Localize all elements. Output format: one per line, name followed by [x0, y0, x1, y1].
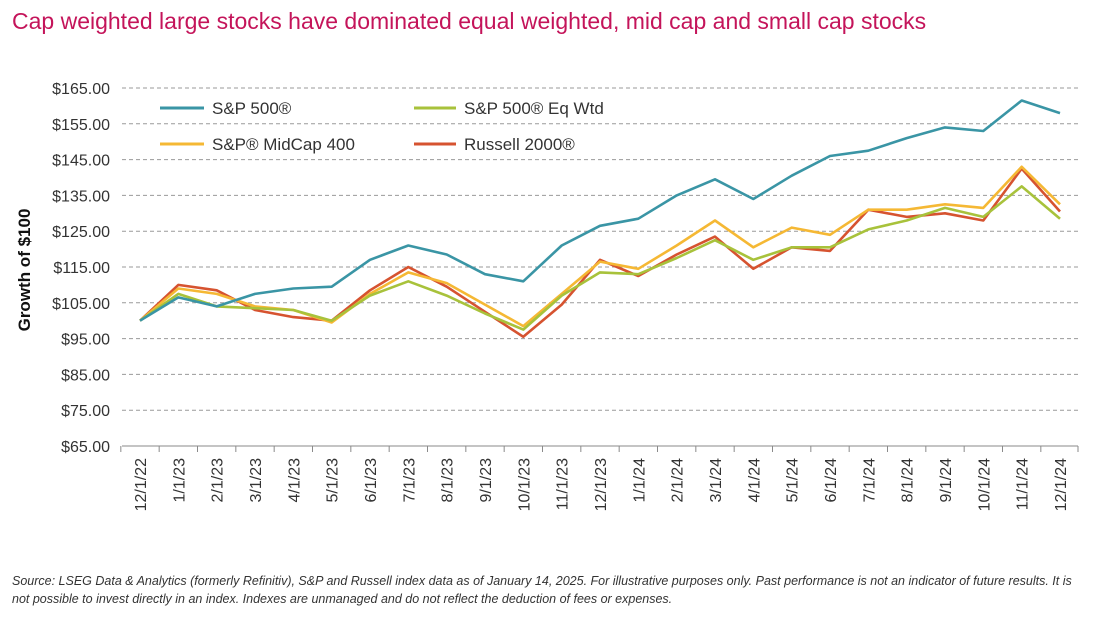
x-tick-label: 1/1/23 — [171, 458, 188, 503]
source-note: Source: LSEG Data & Analytics (formerly … — [12, 574, 1072, 606]
x-tick-label: 4/1/24 — [746, 458, 763, 503]
series-line-sp500-eq-wtd — [139, 185, 1061, 331]
legend-label-eqwtd: S&P 500® Eq Wtd — [464, 99, 604, 118]
series-line-sp500 — [139, 99, 1061, 322]
x-tick-label: 9/1/24 — [938, 458, 955, 503]
x-tick-label: 7/1/23 — [401, 458, 418, 503]
gridlines — [122, 87, 1078, 411]
y-tick-label: $75.00 — [61, 403, 110, 420]
y-tick-label: $125.00 — [52, 224, 110, 241]
x-tick-label: 6/1/23 — [363, 458, 380, 503]
series-line-russell-2000 — [139, 167, 1061, 339]
x-tick-label: 6/1/24 — [823, 458, 840, 503]
y-tick-label: $115.00 — [53, 260, 110, 277]
x-tick-label: 12/1/24 — [1053, 458, 1070, 511]
y-tick-label: $135.00 — [52, 188, 110, 205]
x-tick-label: 3/1/23 — [248, 458, 265, 503]
x-tick-label: 8/1/24 — [900, 458, 917, 503]
x-tick-label: 11/1/23 — [555, 458, 572, 510]
x-tick-label: 10/1/24 — [976, 458, 993, 511]
legend-label-russell: Russell 2000® — [464, 135, 575, 154]
series-lines — [139, 99, 1061, 339]
x-axis: 12/1/22 1/1/23 2/1/23 3/1/23 4/1/23 5/1/23 6/1… — [120, 445, 1079, 511]
x-tick-label: 11/1/24 — [1015, 458, 1032, 510]
y-tick-label: $105.00 — [52, 296, 110, 313]
x-tick-label: 7/1/24 — [861, 458, 878, 503]
x-tick-label: 5/1/23 — [325, 458, 342, 503]
y-tick-label: $155.00 — [52, 117, 110, 134]
y-tick-label: $65.00 — [61, 439, 110, 456]
y-tick-label: $145.00 — [52, 153, 110, 170]
y-tick-label: $95.00 — [61, 332, 110, 349]
x-tick-label: 3/1/24 — [708, 458, 725, 503]
y-tick-label: $165.00 — [52, 81, 110, 98]
chart-title: Cap weighted large stocks have dominated… — [12, 8, 927, 34]
x-tick-label: 8/1/23 — [440, 458, 457, 503]
x-tick-label: 9/1/23 — [478, 458, 495, 503]
line-chart: $65.00 $75.00 $85.00 $95.00 $105.00 $115.00 $1… — [15, 81, 1079, 511]
x-tick-label: 5/1/24 — [785, 458, 802, 503]
y-tick-label: $85.00 — [61, 367, 110, 384]
series-line-midcap-400 — [139, 165, 1061, 328]
x-tick-label: 10/1/23 — [516, 458, 533, 511]
x-tick-label: 2/1/23 — [210, 458, 227, 503]
x-tick-label: 1/1/24 — [631, 458, 648, 503]
y-axis-label: Growth of $100 — [15, 209, 34, 332]
legend-label-sp500: S&P 500® — [212, 99, 292, 118]
x-tick-label: 2/1/24 — [670, 458, 687, 503]
legend-label-midcap: S&P® MidCap 400 — [212, 135, 355, 154]
x-tick-label: 12/1/23 — [593, 458, 610, 511]
legend: S&P 500® S&P 500® Eq Wtd S&P® MidCap 400… — [160, 99, 604, 154]
x-tick-label: 12/1/22 — [133, 458, 150, 511]
x-tick-label: 4/1/23 — [286, 458, 303, 503]
y-axis: $65.00 $75.00 $85.00 $95.00 $105.00 $115.00 $1… — [52, 81, 110, 456]
